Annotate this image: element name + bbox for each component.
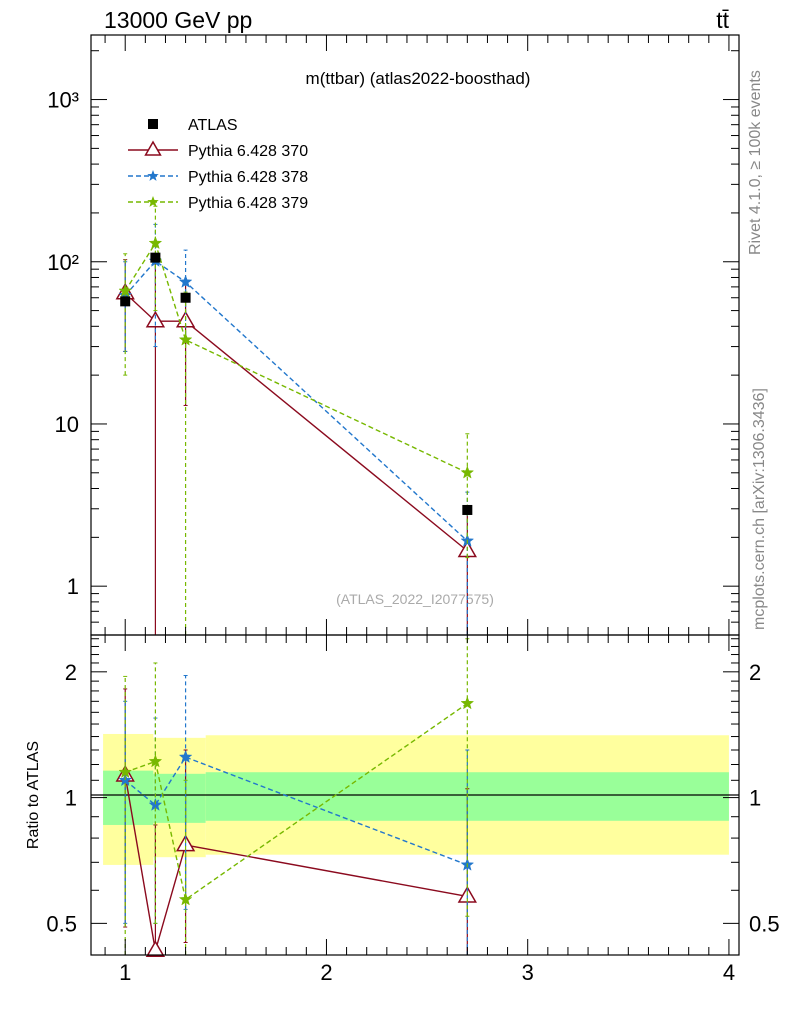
main-point-3-2 [178, 332, 193, 346]
ratio-x-axis: 1 2 3 4 [104, 35, 735, 985]
main-point-0-2 [180, 292, 191, 303]
ratio-plot-frame [90, 634, 740, 956]
main-y-axis: 1 10 10² 10³ [47, 50, 739, 636]
ratio-point-0-1 [145, 940, 166, 958]
legend-marker-3 [147, 196, 159, 207]
main-point-0-0 [120, 296, 131, 307]
rivet-version-label: Rivet 4.1.0, ≥ 100k events [747, 70, 764, 255]
main-point-3-3 [460, 465, 475, 479]
source-label: mcplots.cern.ch [arXiv:1306.3436] [751, 388, 768, 630]
legend-label-3: Pythia 6.428 379 [188, 195, 308, 212]
process-label: tt̄ [716, 7, 729, 33]
legend-marker-2 [147, 170, 159, 181]
main-point-1-1 [145, 310, 166, 328]
ratio-x-tick-label: 4 [723, 960, 735, 985]
main-point-0-3 [462, 504, 473, 515]
main-series-line-1 [124, 292, 468, 552]
main-point-3-0 [118, 283, 133, 297]
legend-marker-atlas [148, 119, 158, 129]
main-plot-panel: m(ttbar) (atlas2022-boosthad) (ATLAS_202… [47, 34, 740, 636]
energy-label: 13000 GeV pp [104, 7, 252, 33]
ratio-y-tick-label-left: 1 [65, 786, 77, 811]
ratio-y-tick-label-right: 0.5 [749, 911, 780, 936]
ratio-band-stat-1 [153, 773, 206, 823]
ratio-x-tick-label: 2 [320, 960, 332, 985]
ratio-y-axis-label: Ratio to ATLAS [25, 741, 42, 849]
ratio-series-line-0 [124, 775, 468, 951]
main-series-marks [115, 205, 477, 636]
main-y-tick-label: 10² [47, 250, 79, 275]
main-y-tick-label: 1 [67, 574, 79, 599]
ratio-y-tick-label-left: 0.5 [46, 911, 77, 936]
main-point-2-2 [178, 274, 193, 288]
legend-label-2: Pythia 6.428 378 [188, 169, 308, 186]
legend-label-0: ATLAS [188, 117, 238, 134]
main-series-line-3 [124, 241, 468, 474]
ratio-y-axis: 0.5 0.5 1 1 2 2 [46, 638, 780, 936]
ratio-plot-panel: 0.5 0.5 1 1 2 2 1 2 3 4 Ratio to ATLAS [25, 35, 780, 985]
ratio-y-tick-label-left: 2 [65, 660, 77, 685]
ratio-x-tick-label: 3 [522, 960, 534, 985]
chart-title: m(ttbar) (atlas2022-boosthad) [306, 69, 531, 88]
ratio-point-2-1 [148, 754, 163, 768]
ratio-uncertainty-bands [103, 733, 729, 865]
legend-marker-1 [144, 140, 162, 156]
ratio-point-1-2 [178, 749, 193, 763]
ratio-x-tick-label: 1 [119, 960, 131, 985]
ratio-point-2-3 [460, 696, 475, 710]
ratio-y-tick-label-right: 1 [749, 786, 761, 811]
main-y-tick-label: 10 [55, 412, 79, 437]
main-series-line-2 [124, 260, 468, 542]
legend-label-1: Pythia 6.428 370 [188, 143, 308, 160]
analysis-watermark: (ATLAS_2022_I2077575) [336, 591, 494, 607]
main-point-0-1 [150, 252, 161, 263]
legend: ATLAS Pythia 6.428 370 Pythia 6.428 378 Pyt… [128, 117, 308, 212]
ratio-series-line-2 [124, 702, 468, 901]
ratio-series-marks [115, 638, 477, 958]
ratio-series-line-1 [124, 756, 468, 866]
main-point-3-1 [148, 236, 163, 250]
ratio-point-2-0 [118, 765, 133, 779]
ratio-point-2-2 [178, 892, 193, 906]
ratio-y-tick-label-right: 2 [749, 660, 761, 685]
main-y-tick-label: 10³ [47, 88, 79, 113]
